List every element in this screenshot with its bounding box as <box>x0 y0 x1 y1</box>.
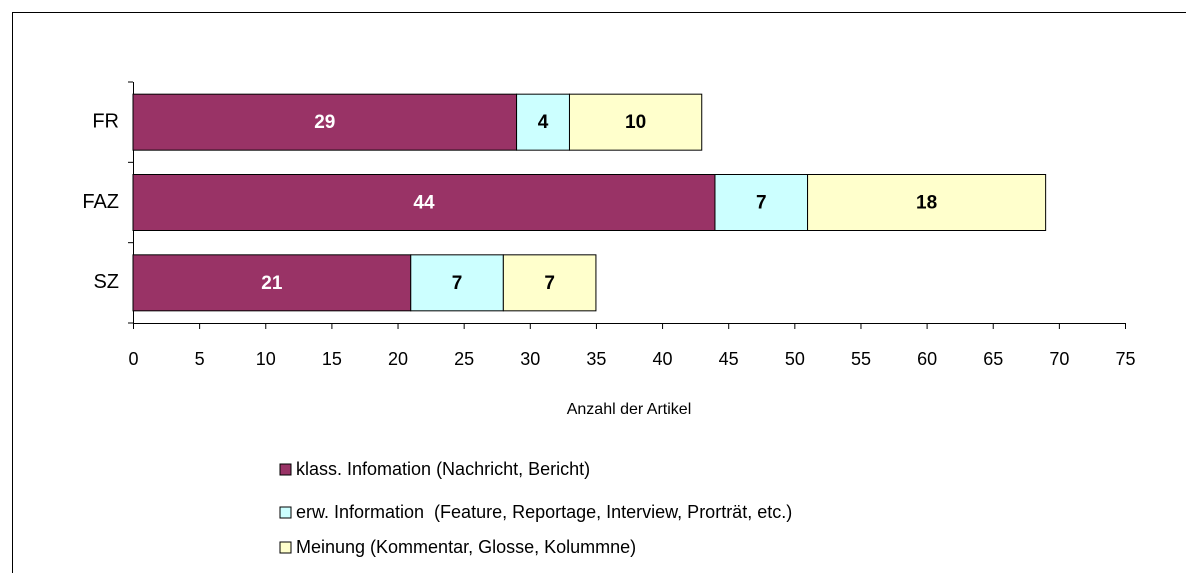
x-tick-label: 15 <box>322 349 342 369</box>
y-tick-label: SZ <box>93 271 119 293</box>
bar-segment <box>132 174 716 231</box>
y-tick-label: FAZ <box>82 191 119 213</box>
bar-segment <box>516 93 570 151</box>
x-tick-label: 40 <box>653 349 673 369</box>
x-tick-label: 25 <box>454 349 474 369</box>
data-label: 4 <box>538 112 549 133</box>
bar-segment <box>714 174 809 231</box>
x-tick-label: 65 <box>983 349 1003 369</box>
bar-segment <box>568 93 703 151</box>
legend-swatch <box>279 463 292 476</box>
bar-segment <box>132 254 412 312</box>
chart-frame <box>12 12 1186 573</box>
data-label: 7 <box>544 273 555 294</box>
x-axis-label: Anzahl der Artikel <box>567 401 692 418</box>
x-tick-label: 75 <box>1115 349 1135 369</box>
x-tick-label: 35 <box>586 349 606 369</box>
legend-label: Meinung (Kommentar, Glosse, Kolummne) <box>296 537 636 557</box>
data-label: 29 <box>314 112 335 133</box>
x-tick-label: 45 <box>719 349 739 369</box>
x-tick-label: 30 <box>520 349 540 369</box>
y-tick-label: FR <box>92 110 119 132</box>
x-tick-label: 50 <box>785 349 805 369</box>
legend-swatch <box>279 541 292 554</box>
legend-swatch <box>279 506 292 519</box>
data-label: 44 <box>413 193 435 214</box>
data-label: 18 <box>916 193 937 214</box>
data-label: 7 <box>756 193 767 214</box>
x-tick-label: 5 <box>195 349 205 369</box>
x-tick-label: 60 <box>917 349 937 369</box>
x-tick-label: 10 <box>256 349 276 369</box>
legend-label: klass. Infomation (Nachricht, Bericht) <box>296 459 590 479</box>
x-tick-label: 70 <box>1049 349 1069 369</box>
bar-segment <box>807 174 1047 231</box>
bar-segment <box>132 93 518 151</box>
data-label: 10 <box>625 112 646 133</box>
legend-label: erw. Information (Feature, Reportage, In… <box>296 502 792 522</box>
x-tick-label: 55 <box>851 349 871 369</box>
x-tick-label: 0 <box>128 349 138 369</box>
bar-segment <box>410 254 504 312</box>
data-label: 21 <box>261 273 283 294</box>
data-label: 7 <box>452 273 463 294</box>
x-tick-label: 20 <box>388 349 408 369</box>
bar-segment <box>502 254 597 312</box>
